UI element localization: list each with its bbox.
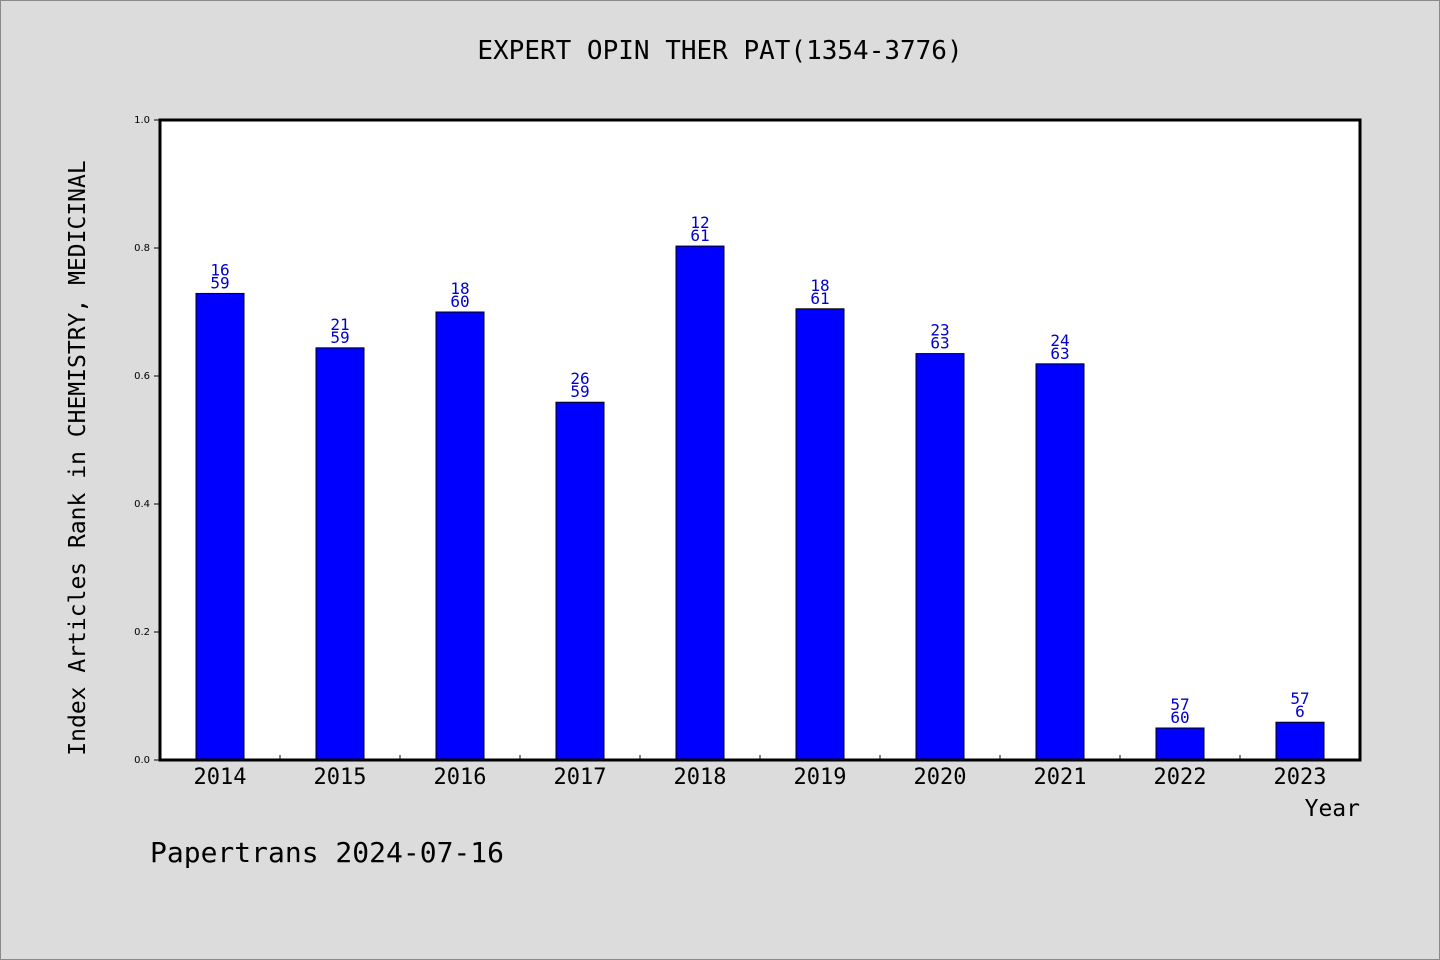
x-tick-label: 2019 <box>794 765 847 790</box>
bar-label-total: 59 <box>210 273 229 292</box>
bar-2023 <box>1275 721 1325 761</box>
bar-2017 <box>555 401 605 761</box>
bar-label-total: 59 <box>570 382 589 401</box>
x-tick-label: 2016 <box>434 765 487 790</box>
x-axis-title: Year <box>1304 796 1360 822</box>
y-tick-label: 1.0 <box>134 115 150 126</box>
bar-label-rank: 57 <box>1290 689 1309 708</box>
x-tick-label: 2020 <box>914 765 967 790</box>
bar-label-rank: 24 <box>1050 331 1069 350</box>
bar-label-rank: 18 <box>810 276 829 295</box>
x-tick-label: 2014 <box>194 765 247 790</box>
bar-label-rank: 57 <box>1170 695 1189 714</box>
bar-2014 <box>195 292 245 761</box>
x-tick-label: 2015 <box>314 765 367 790</box>
footer-credit: Papertrans 2024-07-16 <box>150 836 505 869</box>
x-tick-label: 2017 <box>554 765 607 790</box>
bar-label-rank: 23 <box>930 321 949 340</box>
y-tick-label: 0.8 <box>134 243 150 254</box>
bar-2021 <box>1035 363 1085 761</box>
bar-label-rank: 26 <box>570 369 589 388</box>
bar-label-rank: 16 <box>210 260 229 279</box>
x-tick-label: 2022 <box>1154 765 1207 790</box>
y-tick-label: 0.0 <box>134 755 150 766</box>
bar-label-rank: 18 <box>450 279 469 298</box>
bar-2020 <box>915 353 965 761</box>
plot-border <box>158 118 1362 762</box>
x-tick-label: 2018 <box>674 765 727 790</box>
x-tick-label: 2021 <box>1034 765 1087 790</box>
bar-label-total: 60 <box>450 292 469 311</box>
bar-label-total: 60 <box>1170 708 1189 727</box>
x-tick-label: 2023 <box>1274 765 1327 790</box>
bar-label-total: 61 <box>810 289 829 308</box>
bar-label-total: 59 <box>330 328 349 347</box>
bar-label-total: 63 <box>1050 344 1069 363</box>
chart-title: EXPERT OPIN THER PAT(1354-3776) <box>477 36 963 66</box>
bar-label-total: 6 <box>1295 702 1305 721</box>
bar-2019 <box>795 308 845 761</box>
bar-label-rank: 21 <box>330 315 349 334</box>
y-tick-label: 0.6 <box>134 371 150 382</box>
bar-label-total: 63 <box>930 334 949 353</box>
bar-2016 <box>435 311 485 761</box>
y-tick-label: 0.4 <box>134 499 150 510</box>
bar-label-total: 61 <box>690 226 709 245</box>
bar-2022 <box>1155 727 1205 761</box>
bar-label-rank: 12 <box>690 213 709 232</box>
y-tick-label: 0.2 <box>134 627 150 638</box>
bar-2015 <box>315 347 365 761</box>
bar-2018 <box>675 245 725 761</box>
